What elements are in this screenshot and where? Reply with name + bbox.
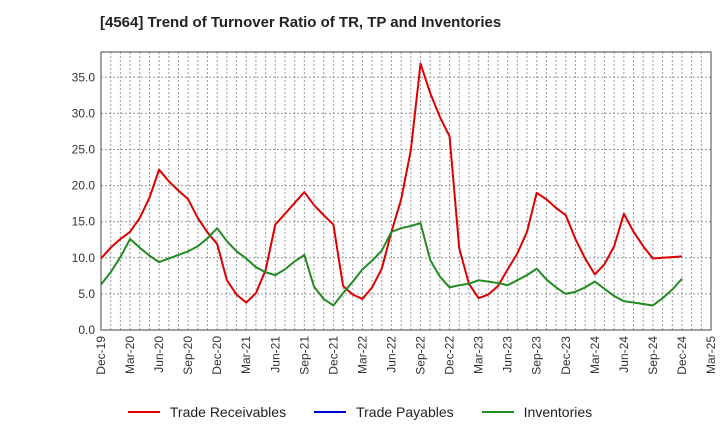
series-line-inventories xyxy=(100,222,683,307)
legend-label-inventories: Inventories xyxy=(523,404,593,420)
y-tick-label: 20.0 xyxy=(72,179,96,193)
series-lines xyxy=(100,62,683,307)
x-tick-label: Jun-20 xyxy=(152,336,166,373)
x-tick-label: Dec-23 xyxy=(559,336,573,375)
legend-item-inventories: Inventories xyxy=(481,404,593,420)
x-tick-label: Mar-22 xyxy=(355,336,369,374)
x-tick-label: Jun-23 xyxy=(501,336,515,373)
y-axis: 0.0 5.0 10.0 15.0 20.0 25.0 30.0 35.0 xyxy=(72,70,96,337)
y-tick-label: 35.0 xyxy=(72,70,96,84)
plot-area xyxy=(100,51,712,331)
x-tick-label: Dec-19 xyxy=(94,336,108,375)
x-tick-label: Sep-24 xyxy=(646,336,660,375)
y-tick-label: 0.0 xyxy=(78,323,95,337)
x-tick-label: Mar-23 xyxy=(472,336,486,374)
x-tick-label: Dec-22 xyxy=(443,336,457,375)
legend-item-trade-receivables: Trade Receivables xyxy=(127,404,287,420)
x-axis: Dec-19 Mar-20 Jun-20 Sep-20 Dec-20 Mar-21 Jun-… xyxy=(94,336,718,375)
x-tick-label: Dec-21 xyxy=(326,336,340,375)
x-tick-label: Jun-21 xyxy=(268,336,282,373)
legend-item-trade-payables: Trade Payables xyxy=(314,404,454,420)
x-tick-label: Mar-24 xyxy=(588,336,602,374)
legend-swatch-inventories xyxy=(481,411,514,413)
legend-swatch-trade-payables xyxy=(314,411,347,413)
y-tick-label: 10.0 xyxy=(72,251,96,265)
y-tick-label: 15.0 xyxy=(72,215,96,229)
x-tick-label: Mar-25 xyxy=(704,336,718,374)
x-tick-label: Sep-22 xyxy=(414,336,428,375)
x-tick-label: Dec-20 xyxy=(210,336,224,375)
x-tick-label: Jun-24 xyxy=(617,336,631,373)
grid-lines xyxy=(101,52,711,331)
legend-label-trade-payables: Trade Payables xyxy=(356,404,454,420)
y-tick-label: 25.0 xyxy=(72,142,96,156)
x-tick-label: Sep-23 xyxy=(530,336,544,375)
chart-title: [4564] Trend of Turnover Ratio of TR, TP… xyxy=(100,14,502,31)
x-tick-label: Sep-21 xyxy=(297,336,311,375)
y-tick-label: 5.0 xyxy=(78,287,95,301)
series-line-trade-receivables xyxy=(100,62,683,304)
x-tick-label: Dec-24 xyxy=(675,336,689,375)
legend: Trade Receivables Trade Payables Invento… xyxy=(0,404,720,420)
x-tick-label: Sep-20 xyxy=(181,336,195,375)
x-tick-label: Jun-22 xyxy=(384,336,398,373)
x-tick-label: Mar-21 xyxy=(239,336,253,374)
x-tick-label: Mar-20 xyxy=(123,336,137,374)
legend-swatch-trade-receivables xyxy=(127,411,160,413)
legend-label-trade-receivables: Trade Receivables xyxy=(169,404,287,420)
y-tick-label: 30.0 xyxy=(72,106,96,120)
